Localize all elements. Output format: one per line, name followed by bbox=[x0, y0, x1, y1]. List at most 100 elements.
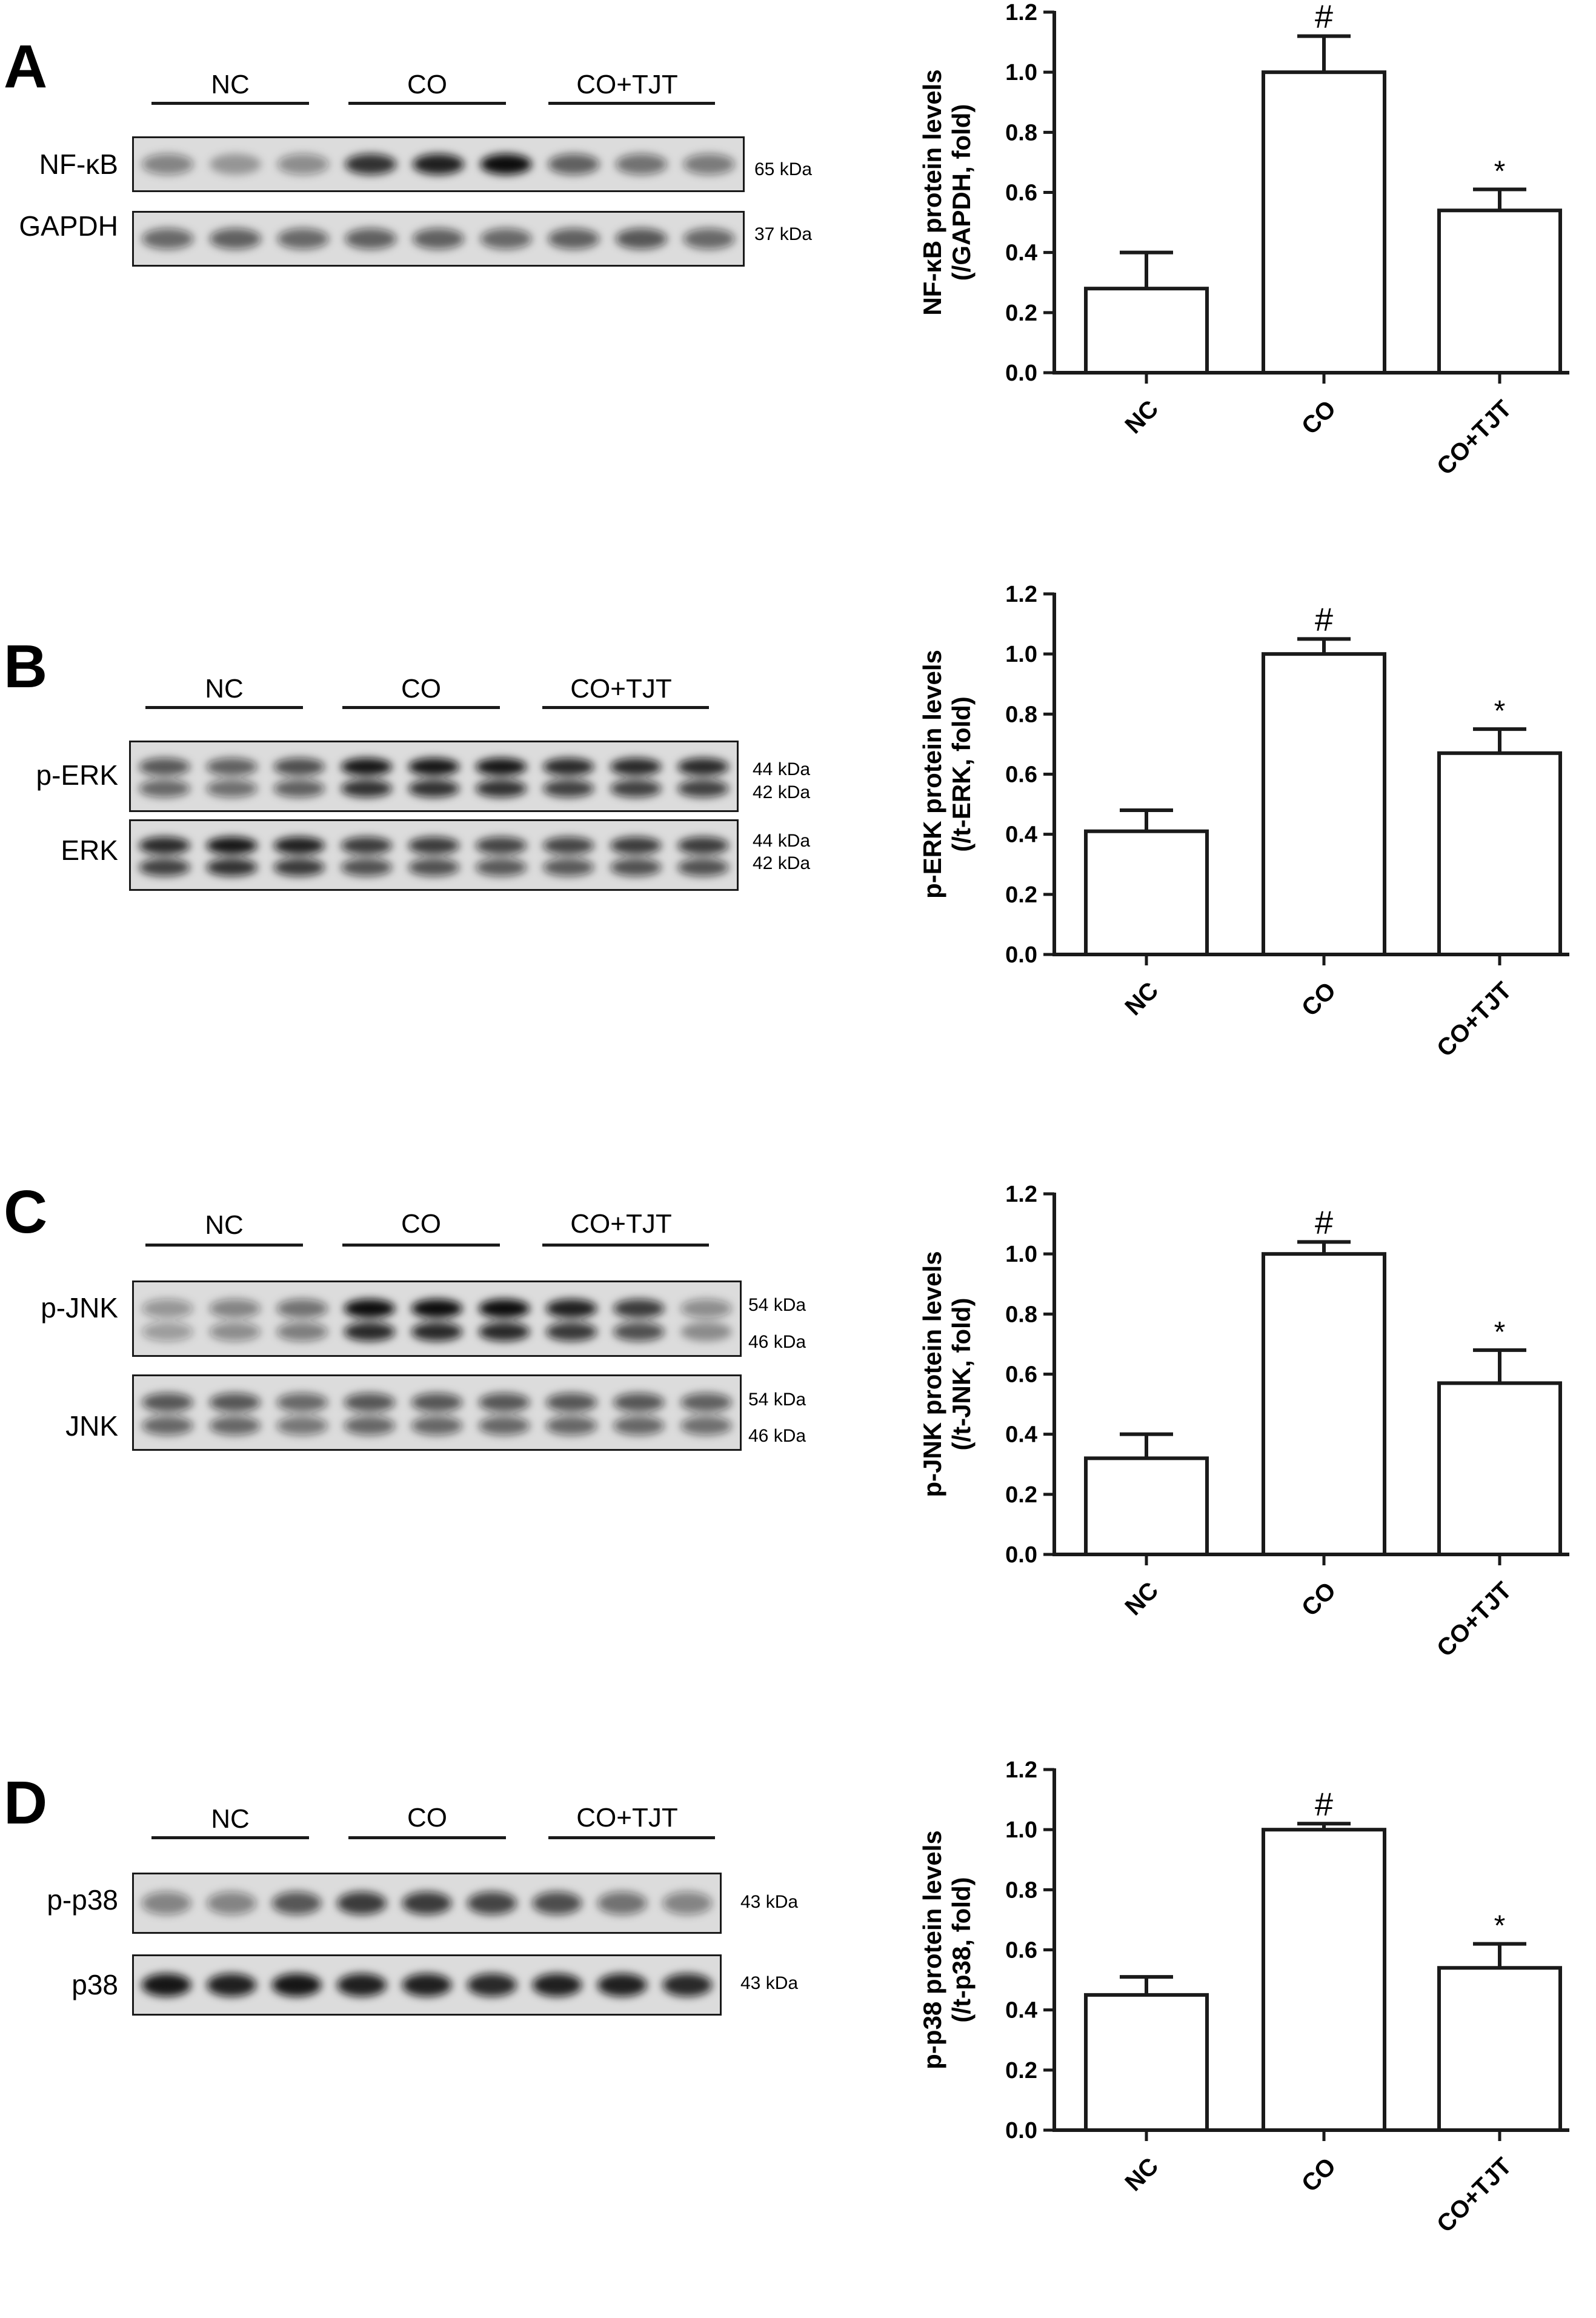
x-tick-label: CO bbox=[1297, 977, 1342, 1022]
blot-label-bottom: JNK bbox=[65, 1410, 118, 1442]
y-tick-label: 1.2 bbox=[1005, 0, 1037, 25]
bar-co bbox=[1262, 70, 1386, 375]
panel-letter: B bbox=[4, 633, 48, 701]
bar-co-tjt bbox=[1437, 208, 1562, 375]
significance-marker: * bbox=[1494, 695, 1506, 727]
y-tick-label: 1.0 bbox=[1005, 1817, 1037, 1843]
y-tick-label: 0.8 bbox=[1005, 702, 1037, 727]
y-tick-label: 0.2 bbox=[1005, 1482, 1037, 1508]
blot-label-bottom: GAPDH bbox=[19, 210, 118, 242]
y-tick-label: 1.2 bbox=[1005, 582, 1037, 607]
blot-band bbox=[209, 1299, 261, 1318]
y-axis-title: p-ERK protein levels bbox=[918, 650, 946, 899]
group-line-co bbox=[342, 706, 500, 709]
blot-band bbox=[207, 1891, 256, 1915]
blot-band bbox=[271, 1891, 322, 1915]
significance-marker: * bbox=[1494, 156, 1506, 188]
blot-band bbox=[209, 1393, 261, 1412]
group-line-co bbox=[348, 102, 506, 105]
group-label-co: CO bbox=[407, 1803, 447, 1833]
y-tick-label: 0.2 bbox=[1005, 2058, 1037, 2083]
blot-band bbox=[543, 836, 594, 854]
blot-band bbox=[344, 1393, 396, 1412]
x-tick-label: CO+TJT bbox=[1432, 395, 1517, 480]
y-tick-label: 1.2 bbox=[1005, 1182, 1037, 1207]
blot-band bbox=[680, 1416, 732, 1436]
x-tick-label: CO+TJT bbox=[1432, 977, 1517, 1062]
blot-band bbox=[613, 1416, 665, 1436]
blot-band bbox=[662, 1891, 713, 1915]
group-label-co: CO bbox=[407, 70, 447, 99]
blot-band bbox=[546, 1322, 597, 1342]
kda-label: 44 kDa bbox=[753, 759, 811, 779]
blot-band bbox=[546, 1416, 597, 1436]
blot-band bbox=[480, 153, 532, 175]
blot-band bbox=[677, 758, 729, 776]
blot-band bbox=[142, 1393, 193, 1412]
x-tick-label: NC bbox=[1120, 395, 1163, 439]
blot-band bbox=[532, 1891, 582, 1915]
kda-label: 54 kDa bbox=[748, 1390, 806, 1410]
blot-band bbox=[475, 836, 527, 854]
y-tick-label: 0.0 bbox=[1005, 942, 1037, 968]
blot-band bbox=[411, 1393, 463, 1412]
bar-nc bbox=[1084, 1456, 1209, 1557]
blot-band bbox=[467, 1973, 517, 1997]
y-tick-label: 0.8 bbox=[1005, 1302, 1037, 1327]
bar-nc bbox=[1084, 829, 1209, 957]
x-tick-label: NC bbox=[1120, 2153, 1163, 2196]
blot-band bbox=[478, 1393, 530, 1412]
blot-band bbox=[677, 779, 729, 798]
blot-band bbox=[273, 758, 325, 776]
blot-band bbox=[680, 1393, 732, 1412]
y-tick-label: 1.0 bbox=[1005, 60, 1037, 85]
blot-band bbox=[345, 228, 397, 250]
bar-chart: 0.0 0.2 0.4 0.6 0.8 1.0 1.2 p-p38 protein level… bbox=[918, 1757, 1569, 2238]
y-axis-title: (/t-ERK, fold) bbox=[947, 696, 976, 852]
y-axis-title: (/t-JNK, fold) bbox=[947, 1298, 976, 1451]
group-label-nc: NC bbox=[205, 1210, 244, 1240]
blot-band bbox=[142, 1416, 193, 1436]
blot-band bbox=[273, 779, 325, 798]
significance-marker: # bbox=[1315, 1204, 1333, 1241]
blot-band bbox=[597, 1891, 647, 1915]
blot-band bbox=[277, 228, 329, 250]
group-label-co: CO bbox=[401, 674, 441, 704]
panel-letter: D bbox=[4, 1769, 48, 1837]
blot-band bbox=[206, 779, 258, 798]
bar-co bbox=[1262, 652, 1386, 957]
y-tick-label: 0.8 bbox=[1005, 1877, 1037, 1903]
blot-band bbox=[344, 1416, 396, 1436]
panel-letter: C bbox=[4, 1178, 48, 1246]
blot-band bbox=[276, 1416, 328, 1436]
blot-band bbox=[475, 779, 527, 798]
x-tick-label: NC bbox=[1120, 977, 1163, 1021]
blot-label-top: p-ERK bbox=[36, 759, 118, 791]
x-tick-label: CO+TJT bbox=[1432, 2153, 1517, 2237]
blot-band bbox=[141, 1891, 191, 1915]
western-blot-top bbox=[129, 741, 739, 812]
blot-band bbox=[139, 779, 190, 798]
group-line-co-tjt bbox=[548, 1836, 715, 1839]
panel-a: A NC CO CO+TJT NF-κB GAPDH 65 kDa 37 kDa… bbox=[0, 0, 1596, 561]
blot-band bbox=[408, 758, 460, 776]
blot-band bbox=[341, 836, 393, 854]
y-axis-title: p-p38 protein levels bbox=[918, 1830, 946, 2069]
blot-band bbox=[478, 1322, 530, 1342]
blot-band bbox=[613, 1393, 665, 1412]
blot-band bbox=[683, 228, 735, 250]
y-tick-label: 1.0 bbox=[1005, 642, 1037, 667]
western-blot-bottom bbox=[132, 1374, 742, 1451]
y-tick-label: 0.6 bbox=[1005, 1938, 1037, 1963]
blot-label-top: p-JNK bbox=[41, 1292, 118, 1324]
y-tick-label: 0.6 bbox=[1005, 181, 1037, 206]
x-tick-label: CO bbox=[1297, 395, 1342, 440]
western-blot-top bbox=[132, 1873, 722, 1934]
x-tick-label: CO bbox=[1297, 2153, 1342, 2197]
western-blot-top bbox=[132, 1281, 742, 1357]
y-tick-label: 0.0 bbox=[1005, 361, 1037, 386]
bar-chart: 0.0 0.2 0.4 0.6 0.8 1.0 1.2 p-JNK protein level… bbox=[918, 1182, 1569, 1662]
blot-band bbox=[408, 858, 460, 876]
blot-band bbox=[341, 779, 393, 798]
group-line-nc bbox=[145, 1244, 303, 1247]
